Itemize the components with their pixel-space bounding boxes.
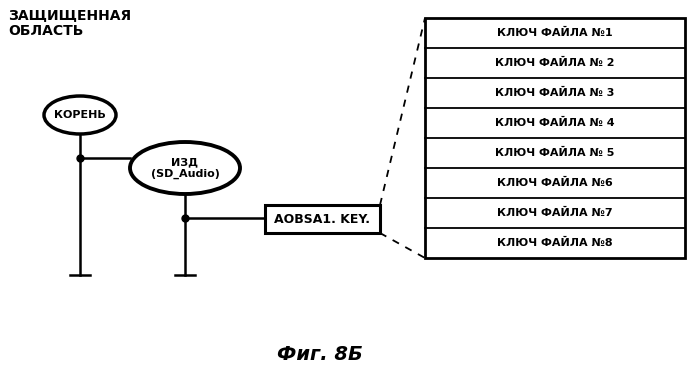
Text: КЛЮЧ ФАЙЛА № 4: КЛЮЧ ФАЙЛА № 4 xyxy=(495,118,615,128)
Text: КОРЕНЬ: КОРЕНЬ xyxy=(54,110,106,120)
Text: ИЗД
(SD_Audio): ИЗД (SD_Audio) xyxy=(150,157,219,179)
Ellipse shape xyxy=(44,96,116,134)
Text: ЗАЩИЩЕННАЯ
ОБЛАСТЬ: ЗАЩИЩЕННАЯ ОБЛАСТЬ xyxy=(8,8,131,38)
Text: КЛЮЧ ФАЙЛА №1: КЛЮЧ ФАЙЛА №1 xyxy=(497,28,613,38)
Text: КЛЮЧ ФАЙЛА № 3: КЛЮЧ ФАЙЛА № 3 xyxy=(496,88,614,98)
Bar xyxy=(265,205,380,233)
Text: AOBSA1. KEY.: AOBSA1. KEY. xyxy=(275,212,370,225)
Bar xyxy=(425,18,685,258)
Text: Фиг. 8Б: Фиг. 8Б xyxy=(277,345,363,365)
Text: КЛЮЧ ФАЙЛА №6: КЛЮЧ ФАЙЛА №6 xyxy=(497,178,613,188)
Text: КЛЮЧ ФАЙЛА № 5: КЛЮЧ ФАЙЛА № 5 xyxy=(496,148,614,158)
Ellipse shape xyxy=(130,142,240,194)
Text: КЛЮЧ ФАЙЛА №7: КЛЮЧ ФАЙЛА №7 xyxy=(497,208,613,218)
Text: КЛЮЧ ФАЙЛА №8: КЛЮЧ ФАЙЛА №8 xyxy=(497,238,613,248)
Text: КЛЮЧ ФАЙЛА № 2: КЛЮЧ ФАЙЛА № 2 xyxy=(496,58,614,68)
